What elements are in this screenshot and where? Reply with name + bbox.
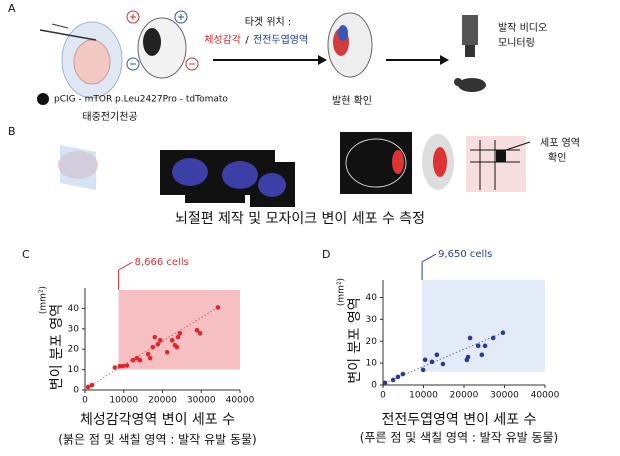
embryo-illustration — [39, 21, 123, 99]
data-point — [390, 377, 396, 383]
data-point — [440, 361, 446, 367]
x-tick-label: 10000 — [409, 391, 438, 401]
panel-label: A — [8, 2, 16, 15]
data-point — [85, 384, 91, 390]
target-separator: / — [245, 35, 249, 46]
x-tick-label: 20000 — [450, 391, 479, 401]
panel-label: C — [22, 248, 30, 261]
x-axis-label: 체성감각영역 변이 세포 수 — [80, 412, 235, 428]
x-tick-label: 40000 — [226, 396, 255, 406]
y-tick-label: 20 — [366, 337, 378, 347]
y-unit: (mm²) — [337, 278, 347, 306]
data-point — [500, 330, 506, 336]
cell-area-text: 확인 — [548, 152, 566, 164]
caption: (푸른 점 및 색칠 영역 : 발작 유발 동물) — [360, 431, 558, 445]
data-point — [482, 343, 488, 349]
caption: (붉은 점 및 색칠 영역 : 발작 유발 동물) — [58, 433, 256, 447]
y-tick-label: 10 — [366, 359, 378, 369]
data-point — [400, 371, 406, 377]
data-point — [382, 380, 388, 386]
target-title: 타겟 위치 : — [245, 15, 292, 28]
data-point — [465, 354, 471, 360]
y-tick-label: 30 — [68, 324, 80, 334]
annotation-line — [421, 253, 437, 263]
annotation-label: 8,666 cells — [135, 257, 189, 268]
data-point — [177, 330, 183, 336]
annotation-label: 9,650 cells — [438, 249, 492, 260]
data-point — [145, 351, 151, 357]
data-point — [194, 327, 200, 333]
data-point — [112, 365, 118, 370]
x-axis-label: 전전두엽영역 변이 세포 수 — [381, 412, 536, 428]
data-point — [434, 352, 440, 358]
data-point — [152, 334, 158, 340]
construct-dot — [37, 93, 49, 105]
x-tick-label: 0 — [380, 391, 386, 401]
construct: pCIG - mTOR p.Leu2427Pro - tdTomato — [54, 95, 228, 105]
data-point — [175, 334, 181, 340]
brain-electrodes — [126, 10, 199, 79]
x-tick-label: 30000 — [490, 391, 519, 401]
monitor-text: 발작 비디오 — [498, 22, 547, 34]
panel-b-caption: 뇌절편 제작 및 모자이크 변이 세포 수 측정 — [175, 211, 425, 227]
panel-label: D — [322, 248, 330, 261]
x-tick-label: 0 — [82, 396, 88, 406]
arrow-head — [440, 55, 449, 65]
expression: 발현 확인 — [332, 95, 372, 107]
data-point — [479, 352, 485, 358]
y-axis-label: 변이 분포 영역 — [49, 304, 65, 390]
x-tick-label: 10000 — [109, 396, 138, 406]
data-point — [130, 357, 136, 363]
data-point — [197, 330, 203, 336]
y-tick-label: 0 — [73, 386, 79, 396]
monitor-text: 모니터링 — [498, 37, 535, 49]
data-point — [475, 343, 481, 349]
data-point — [164, 349, 170, 355]
data-point — [395, 374, 401, 380]
data-point — [420, 367, 426, 373]
data-point — [150, 344, 156, 350]
y-tick-label: 10 — [68, 365, 80, 375]
x-tick-label: 20000 — [148, 396, 177, 406]
y-tick-label: 40 — [366, 293, 378, 303]
data-point — [422, 357, 428, 363]
slice-illustration — [58, 132, 531, 207]
y-tick-label: 40 — [68, 304, 80, 314]
data-point — [89, 382, 95, 388]
y-tick-label: 30 — [366, 315, 378, 325]
data-point — [215, 305, 221, 310]
panel-label: B — [8, 125, 16, 138]
y-tick-label: 0 — [371, 381, 377, 391]
y-axis-label: 변이 분포 영역 — [347, 297, 363, 383]
data-point — [174, 344, 180, 350]
data-point — [137, 357, 143, 363]
brain-expression — [327, 12, 373, 78]
x-tick-label: 40000 — [531, 391, 560, 401]
data-point — [155, 342, 161, 347]
target-prefrontal: 전전두엽영역 — [253, 34, 308, 46]
highlight-region — [118, 290, 240, 370]
camera-mouse — [454, 15, 486, 92]
x-tick-label: 30000 — [187, 396, 216, 406]
data-point — [120, 363, 126, 369]
data-point — [169, 337, 175, 343]
y-tick-label: 20 — [68, 345, 80, 355]
arrow-head — [318, 55, 327, 65]
electroporation: 태중전기천공 — [82, 111, 137, 123]
data-point — [467, 335, 473, 341]
annotation-line — [118, 261, 133, 271]
highlight-region — [422, 280, 545, 372]
y-unit: (mm²) — [39, 286, 49, 314]
target-somatosensory: 체성감각 — [204, 34, 241, 46]
data-point — [429, 359, 435, 365]
data-point — [147, 355, 153, 361]
trend-line — [87, 306, 219, 388]
data-point — [157, 337, 163, 343]
cell-area-text: 세포 영역 — [540, 137, 580, 149]
data-point — [490, 335, 496, 341]
data-point — [124, 363, 130, 368]
